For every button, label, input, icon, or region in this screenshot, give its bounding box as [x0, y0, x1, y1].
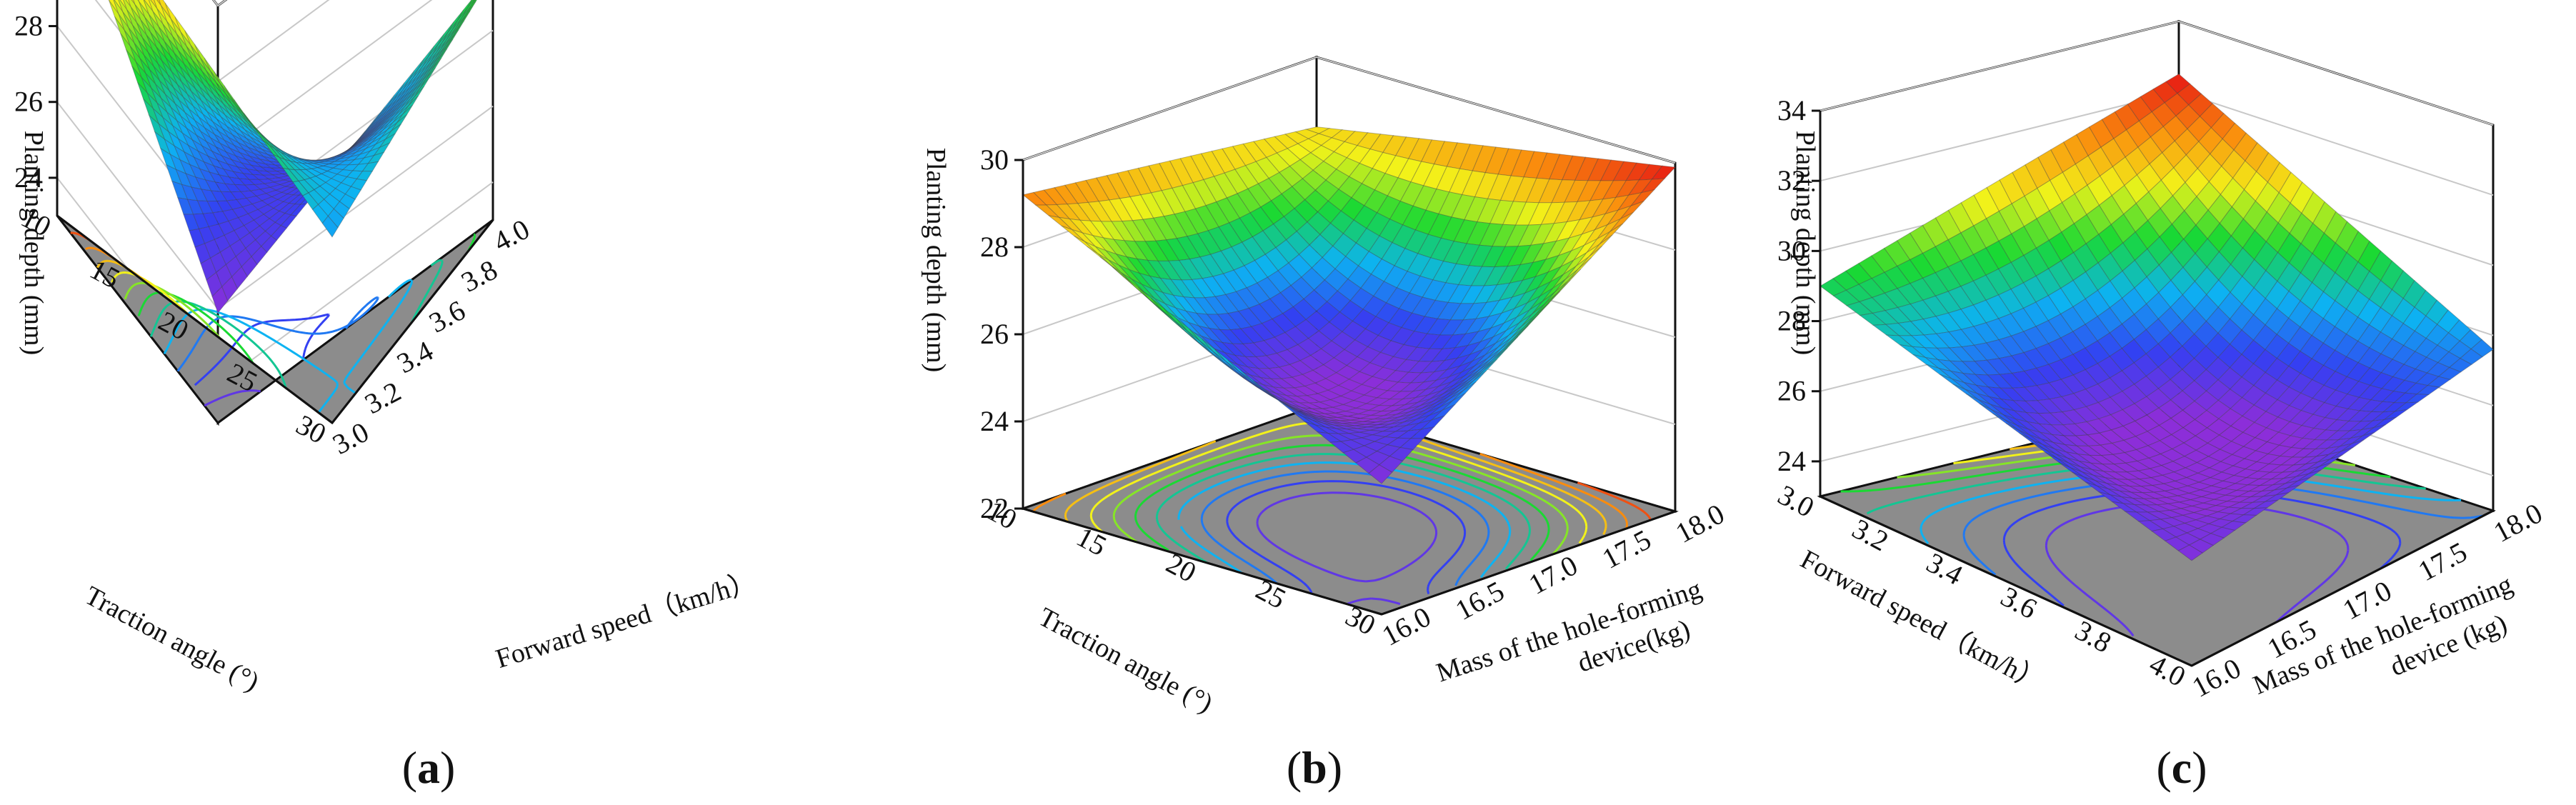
surface-cell: [119, 0, 127, 10]
y-tick-label: 3.2: [359, 375, 406, 420]
contour-line: [1177, 461, 1512, 579]
x-axis-line: [1022, 507, 1382, 616]
y-tick-label: 4.0: [488, 213, 534, 258]
y-axis-title: Forward speed（km/h）: [492, 566, 760, 674]
y-tick-label: 18.0: [1670, 497, 1729, 549]
response-surface: [1819, 73, 2494, 561]
surface-cell: [138, 0, 149, 15]
x-tick-label: 3.0: [1773, 479, 1819, 524]
z-tick-label: 34: [1777, 94, 1806, 126]
surface-cell: [144, 0, 154, 12]
z-tick-label: 26: [14, 86, 43, 118]
z-gridline: [1819, 20, 2494, 126]
surface-cell: [471, 0, 476, 6]
z-tick-label: 24: [980, 405, 1009, 437]
surface-cell: [150, 0, 158, 9]
z-gridline: [212, 0, 227, 7]
chart-panel-a: 24262830323410152025303.03.23.43.63.84.0…: [14, 0, 760, 697]
z-tick-labels: 22 24 26 28 30: [980, 144, 1023, 524]
z-tick-label: 26: [1777, 375, 1806, 407]
z-tick-label: 30: [1777, 234, 1806, 266]
panel-label-b: (b): [1287, 742, 1342, 793]
response-surface: [1022, 126, 1677, 484]
z-tick-label: 28: [980, 231, 1009, 263]
y-tick-label: 3.0: [327, 416, 374, 461]
y-tick-label: 18.0: [2488, 496, 2547, 549]
panel-label-a: (a): [402, 742, 456, 793]
surface-cell: [1368, 464, 1393, 484]
z-tick-label: 28: [14, 10, 43, 42]
contour-line: [1226, 480, 1467, 595]
surface-cell: [125, 0, 131, 7]
response-surface: [108, 0, 477, 314]
z-tick-label: 24: [14, 161, 43, 194]
surface-cell: [2177, 544, 2204, 561]
x-axis-title: Traction angle (°): [1034, 602, 1217, 719]
surface-cell: [108, 0, 119, 14]
contour-line: [1032, 453, 1629, 529]
z-axis-title: Planting depth (mm): [1790, 131, 1820, 356]
y-tick-label: 3.6: [424, 294, 470, 339]
y-axis-line: [2191, 509, 2494, 667]
surface-cell: [156, 0, 161, 6]
panel-label-c: (c): [2156, 742, 2207, 793]
y-axis-line: [1381, 510, 1676, 616]
x-axis-line: [56, 214, 333, 424]
z-tick-label: 30: [980, 144, 1009, 176]
z-tick-label: 22: [980, 492, 1009, 524]
y-axis-line: [331, 219, 494, 424]
z-axis-title: Planting depth (mm): [19, 131, 49, 356]
z-axis-title: Planting depth (mm): [921, 148, 951, 373]
contour-line: [1200, 470, 1490, 586]
z-tick-label: 26: [980, 318, 1009, 350]
y-tick-label: 3.4: [391, 334, 438, 379]
surface-cell: [321, 215, 339, 238]
y-tick-label: 3.8: [456, 254, 502, 299]
z-tick-label: 32: [1777, 164, 1806, 196]
contour-line: [1577, 481, 1652, 521]
contour-line: [204, 389, 261, 407]
contour-line: [1256, 491, 1438, 606]
contour-lines: [70, 231, 476, 414]
z-tick-label: 24: [1777, 445, 1806, 477]
surface-cell: [467, 0, 474, 9]
surface-cell: [114, 0, 124, 12]
surface-cell: [137, 0, 140, 2]
x-axis-title: Traction angle (°): [80, 581, 264, 697]
surface-cell: [131, 0, 136, 5]
x-axis-line: [1819, 495, 2192, 667]
z-tick-label: 28: [1777, 305, 1806, 337]
z-tick-labels: 24 26 28 30 32 34: [1777, 94, 1820, 477]
z-gridline: [1022, 56, 1676, 164]
chart-panel-c: 2426283032343.03.23.43.63.84.016.016.517…: [1773, 19, 2547, 704]
